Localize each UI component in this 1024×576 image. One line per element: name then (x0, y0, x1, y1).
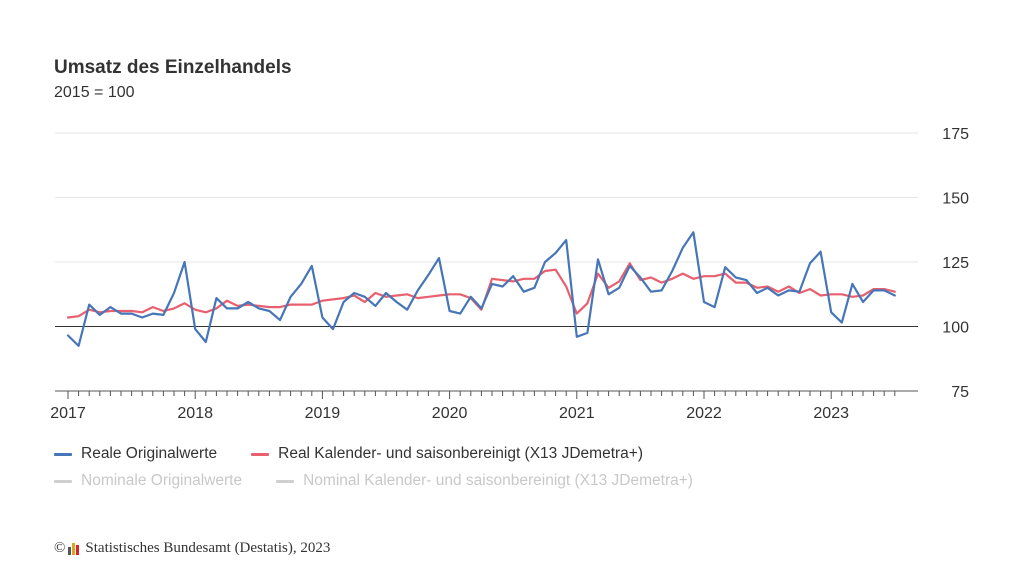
x-tick-label-2017: 2017 (50, 405, 86, 422)
y-tick-label-75: 75 (951, 384, 969, 401)
legend-label-nominal-adjusted: Nominal Kalender- und saisonbereinigt (X… (303, 472, 693, 489)
source-credit: © Statistisches Bundesamt (Destatis), 20… (54, 540, 330, 557)
y-tick-label-175: 175 (942, 126, 969, 143)
series-line-real-original (66, 231, 896, 347)
x-tick-label-2018: 2018 (177, 405, 213, 422)
x-tick-label-2020: 2020 (432, 405, 468, 422)
source-text: Statistisches Bundesamt (Destatis), 2023 (85, 540, 331, 556)
x-tick-label-2023: 2023 (813, 405, 849, 422)
legend-label-real-original: Reale Originalwerte (81, 445, 218, 462)
destatis-logo-icon (68, 542, 80, 555)
chart-subtitle: 2015 = 100 (54, 84, 135, 101)
x-tick-label-2021: 2021 (559, 405, 595, 422)
legend-item-real-adjusted[interactable]: Real Kalender- und saisonbereinigt (X13 … (251, 445, 643, 463)
legend-swatch-real-original (54, 452, 72, 456)
x-tick-label-2022: 2022 (686, 405, 722, 422)
legend-swatch-nominal-original (54, 479, 72, 483)
legend-row-inactive: Nominale Originalwerte Nominal Kalender-… (54, 472, 727, 490)
legend-label-nominal-original: Nominale Originalwerte (81, 472, 243, 489)
x-tick-label-2019: 2019 (305, 405, 341, 422)
series-line-real-adjusted (66, 262, 896, 319)
y-tick-label-100: 100 (942, 320, 969, 337)
legend-swatch-real-adjusted (251, 452, 270, 456)
legend-label-real-adjusted: Real Kalender- und saisonbereinigt (X13 … (278, 445, 644, 462)
y-tick-label-150: 150 (942, 191, 969, 208)
copyright-symbol: © (54, 540, 66, 556)
y-tick-label-125: 125 (942, 255, 969, 272)
legend-item-nominal-original[interactable]: Nominale Originalwerte (54, 472, 242, 490)
legend-item-nominal-adjusted[interactable]: Nominal Kalender- und saisonbereinigt (X… (276, 472, 693, 490)
legend-row-active: Reale Originalwerte Real Kalender- und s… (54, 445, 677, 463)
legend-item-real-original[interactable]: Reale Originalwerte (54, 445, 217, 463)
legend-swatch-nominal-adjusted (276, 479, 295, 483)
chart-title: Umsatz des Einzelhandels (54, 57, 292, 78)
